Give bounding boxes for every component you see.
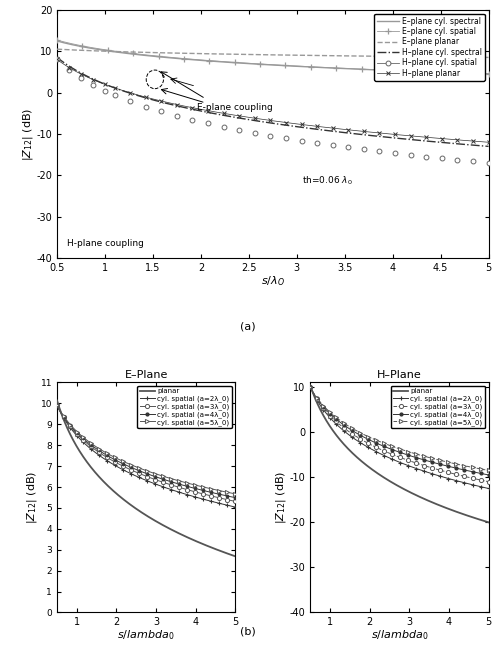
Text: (b): (b)	[240, 626, 256, 636]
Title: H–Plane: H–Plane	[377, 370, 422, 381]
Legend: planar, cyl. spatial (a=2λ_0), cyl. spatial (a=3λ_0), cyl. spatial (a=4λ_0), cyl: planar, cyl. spatial (a=2λ_0), cyl. spat…	[391, 386, 485, 428]
Y-axis label: $|Z_{12}|$ (dB): $|Z_{12}|$ (dB)	[21, 107, 35, 160]
Legend: E–plane cyl. spectral, E–plane cyl. spatial, E–plane planar, H–plane cyl. spectr: E–plane cyl. spectral, E–plane cyl. spat…	[374, 14, 485, 81]
Text: H-plane coupling: H-plane coupling	[66, 239, 143, 248]
Text: E-plane coupling: E-plane coupling	[196, 103, 272, 111]
X-axis label: $s/lambda_0$: $s/lambda_0$	[371, 629, 428, 643]
Y-axis label: $|Z_{12}|$ (dB): $|Z_{12}|$ (dB)	[274, 471, 288, 524]
Legend: planar, cyl. spatial (a=2λ_0), cyl. spatial (a=3λ_0), cyl. spatial (a=4λ_0), cyl: planar, cyl. spatial (a=2λ_0), cyl. spat…	[137, 386, 232, 428]
Y-axis label: $|Z_{12}|$ (dB): $|Z_{12}|$ (dB)	[25, 471, 39, 524]
Text: th=0.06 $\lambda_0$: th=0.06 $\lambda_0$	[302, 175, 352, 187]
Title: E–Plane: E–Plane	[124, 370, 168, 381]
X-axis label: $s/\lambda_O$: $s/\lambda_O$	[261, 274, 285, 288]
Text: (a): (a)	[240, 322, 256, 331]
X-axis label: $s/lambda_0$: $s/lambda_0$	[118, 629, 175, 643]
